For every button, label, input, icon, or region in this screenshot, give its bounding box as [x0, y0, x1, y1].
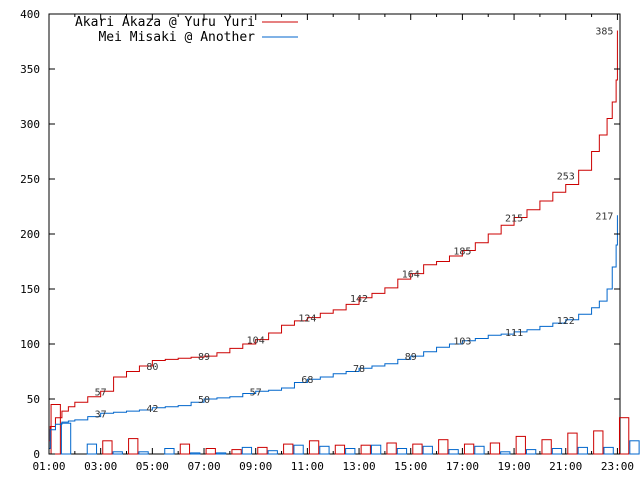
y-tick-label: 200 — [20, 228, 40, 241]
hourly-bar — [541, 439, 552, 455]
hourly-bar — [629, 440, 640, 455]
hourly-bar — [489, 442, 501, 455]
data-label: 57 — [95, 387, 107, 398]
hourly-bar — [412, 443, 423, 455]
hourly-bar — [190, 452, 201, 455]
hourly-bar — [448, 449, 459, 455]
hourly-bar — [463, 443, 475, 455]
hourly-bar — [438, 439, 449, 455]
series-line — [49, 30, 618, 442]
data-label: 89 — [405, 352, 417, 363]
data-label: 164 — [402, 270, 420, 281]
data-label: 122 — [557, 316, 575, 327]
data-label: 37 — [95, 409, 107, 420]
hourly-bar — [267, 450, 278, 455]
data-label: 57 — [250, 387, 262, 398]
data-label: 124 — [298, 314, 316, 325]
hourly-bar — [474, 445, 485, 455]
hourly-bar — [500, 451, 511, 455]
hourly-bar — [60, 422, 72, 455]
data-label: 80 — [146, 362, 158, 373]
y-tick-label: 400 — [20, 8, 40, 21]
hourly-bar — [283, 443, 294, 455]
x-tick-label: 13:00 — [342, 460, 375, 473]
hourly-bar — [231, 449, 242, 455]
y-tick-label: 350 — [20, 63, 40, 76]
x-tick-label: 21:00 — [549, 460, 582, 473]
hourly-bar — [551, 448, 563, 455]
y-tick-label: 150 — [20, 283, 40, 296]
y-tick-label: 300 — [20, 118, 40, 131]
series-line — [49, 215, 618, 449]
x-tick-label: 11:00 — [291, 460, 324, 473]
data-label: 68 — [301, 375, 313, 386]
hourly-bar — [293, 444, 304, 455]
data-label: 103 — [453, 337, 471, 348]
hourly-bar — [370, 444, 382, 455]
hourly-bar — [319, 445, 330, 455]
data-label: 50 — [198, 395, 210, 406]
hourly-bar — [128, 438, 139, 455]
hourly-bar — [525, 449, 537, 455]
hourly-bar — [112, 451, 123, 455]
x-tick-label: 19:00 — [498, 460, 531, 473]
hourly-bar — [567, 432, 578, 455]
hourly-bar — [179, 443, 191, 455]
legend-label: Mei Misaki @ Another — [98, 30, 255, 45]
hourly-bar — [257, 446, 268, 455]
hourly-bar — [386, 442, 397, 455]
hourly-bar — [138, 451, 149, 455]
hourly-bar — [360, 444, 371, 455]
axes-layer: 0 50 100 150 200 250 300 350 400 01:00 03:00 05:00 0… — [20, 8, 634, 473]
y-tick-label: 0 — [33, 448, 40, 461]
plot-frame — [48, 13, 621, 455]
data-label: 111 — [505, 328, 523, 339]
legend-label: Akari Akaza @ Yuru Yuri — [75, 15, 255, 30]
y-tick-label: 100 — [20, 338, 40, 351]
x-tick-label: 15:00 — [394, 460, 427, 473]
hourly-bar — [618, 417, 630, 455]
data-labels-layer: 57 80 89 104 124 142 164 185 215 253 385 37 42 50 57 68… — [95, 27, 614, 421]
x-tick-label: 01:00 — [32, 460, 65, 473]
data-label: 104 — [247, 336, 265, 347]
hourly-bar — [205, 448, 216, 455]
x-tick-label: 17:00 — [446, 460, 479, 473]
x-tick-label: 05:00 — [136, 460, 169, 473]
lines-layer — [49, 30, 618, 449]
data-label: 185 — [453, 247, 471, 258]
hourly-bar — [215, 452, 227, 455]
hourly-bar — [164, 448, 175, 455]
data-label: 217 — [595, 211, 613, 222]
hourly-bar — [515, 435, 526, 455]
data-label: 385 — [595, 27, 613, 38]
hourly-bar — [86, 443, 98, 455]
hourly-bar — [593, 430, 604, 455]
x-tick-label: 09:00 — [239, 460, 272, 473]
x-tick-label: 23:00 — [601, 460, 634, 473]
hourly-bar — [422, 445, 433, 455]
y-tick-label: 50 — [27, 393, 40, 406]
hourly-bar — [345, 448, 356, 455]
hourly-bar — [334, 444, 346, 455]
x-tick-label: 03:00 — [84, 460, 117, 473]
data-label: 142 — [350, 294, 368, 305]
data-label: 215 — [505, 214, 523, 225]
hourly-bar — [603, 446, 614, 455]
hourly-bar — [50, 404, 61, 455]
bars-layer — [50, 404, 640, 455]
data-label: 253 — [557, 172, 575, 183]
hourly-bar — [241, 446, 253, 455]
data-label: 78 — [353, 364, 365, 375]
hourly-bar — [308, 440, 320, 455]
x-tick-label: 07:00 — [187, 460, 220, 473]
hourly-bar — [577, 446, 588, 455]
hourly-bar — [102, 440, 113, 455]
data-label: 89 — [198, 352, 210, 363]
y-tick-label: 250 — [20, 173, 40, 186]
data-label: 42 — [146, 404, 158, 415]
hourly-bar — [396, 448, 408, 455]
